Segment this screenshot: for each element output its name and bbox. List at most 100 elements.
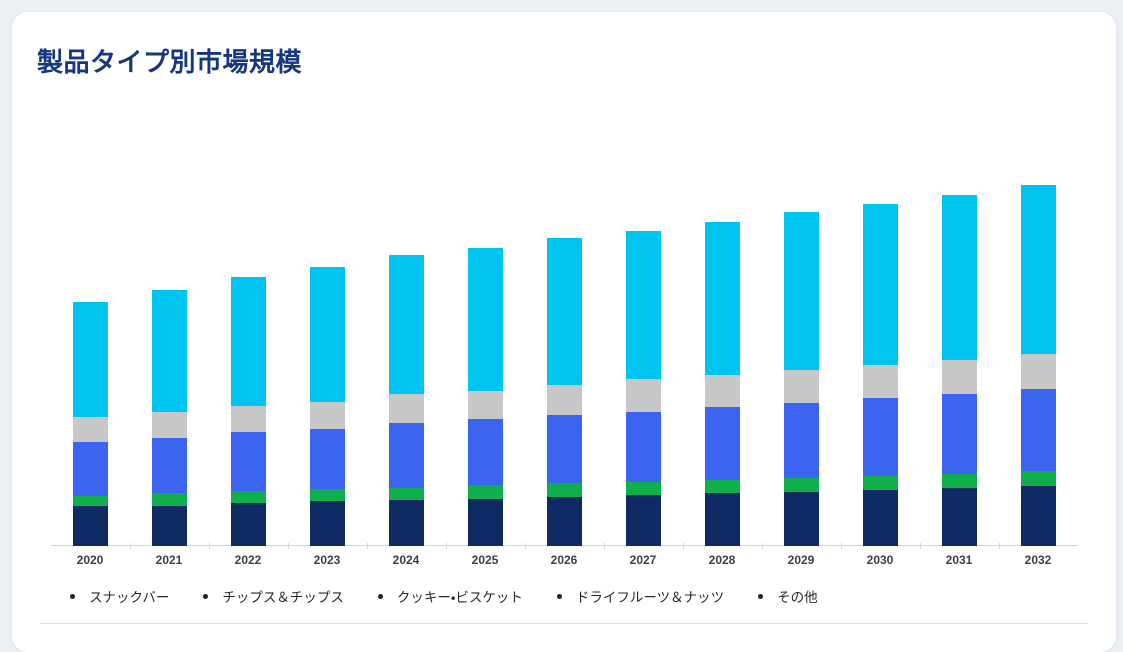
bar-segment[interactable] [546,415,582,483]
bar-segment[interactable] [941,488,977,546]
bar-segment[interactable] [704,493,740,546]
axis-tick [840,543,842,549]
bar-segment[interactable] [1020,389,1056,471]
x-axis-label: 2025 [471,553,499,567]
bar-segment[interactable] [467,391,503,419]
page-title: 製品タイプ別市場規模 [37,47,303,77]
axis-tick [761,543,763,549]
bar-2021[interactable] [151,290,187,546]
legend-item-label: スナックバー [89,590,170,605]
bar-segment[interactable] [941,195,977,360]
bar-segment[interactable] [151,438,187,493]
bar-segment[interactable] [467,485,503,499]
bar-segment[interactable] [783,492,819,546]
bar-2024[interactable] [388,255,424,546]
bar-2028[interactable] [704,222,740,546]
bar-segment[interactable] [467,499,503,546]
axis-tick [603,543,605,549]
bar-2026[interactable] [546,238,582,546]
bar-segment[interactable] [862,204,898,365]
bar-segment[interactable] [783,403,819,478]
bar-2027[interactable] [625,231,661,546]
bar-segment[interactable] [230,432,266,491]
bar-segment[interactable] [1020,354,1056,389]
bar-segment[interactable] [309,402,345,429]
legend-bullet-icon [377,593,383,599]
axis-tick [366,543,368,549]
x-axis-label: 2027 [629,553,657,567]
bar-2025[interactable] [467,248,503,546]
bar-segment[interactable] [151,290,187,412]
bar-segment[interactable] [546,483,582,497]
bar-segment[interactable] [546,238,582,385]
bar-segment[interactable] [783,370,819,403]
bar-segment[interactable] [309,267,345,402]
axis-tick [998,543,1000,549]
bar-segment[interactable] [151,506,187,546]
bar-2020[interactable] [72,302,108,546]
bar-2022[interactable] [230,277,266,546]
bar-2023[interactable] [309,267,345,546]
bar-segment[interactable] [941,394,977,474]
chart-card: 製品タイプ別市場規模 2020 2021 2022 2023 2024 2025 2026 2… [12,12,1116,652]
bar-segment[interactable] [151,412,187,438]
legend-item-label: チップス＆チップス [222,590,344,605]
legend-bullet-icon [758,593,764,599]
x-axis-label: 2030 [866,553,894,567]
bar-segment[interactable] [1020,486,1056,546]
legend-item[interactable]: クッキー・ビスケット [377,586,523,606]
bar-segment[interactable] [388,423,424,488]
bar-segment[interactable] [625,379,661,412]
bar-segment[interactable] [546,385,582,415]
bar-segment[interactable] [862,490,898,546]
bar-segment[interactable] [704,222,740,375]
bar-segment[interactable] [704,480,740,493]
bar-segment[interactable] [388,394,424,423]
bar-segment[interactable] [151,493,187,506]
bar-segment[interactable] [625,412,661,482]
bar-segment[interactable] [309,501,345,546]
legend-item[interactable]: ドライフルーツ＆ナッツ [556,586,724,606]
bar-segment[interactable] [230,491,266,503]
bar-segment[interactable] [230,503,266,546]
x-axis-label: 2026 [550,553,578,567]
bar-segment[interactable] [862,476,898,490]
bar-segment[interactable] [388,255,424,394]
x-axis-label: 2028 [708,553,736,567]
bar-segment[interactable] [230,406,266,432]
bar-segment[interactable] [309,429,345,489]
bar-segment[interactable] [625,482,661,495]
bar-segment[interactable] [625,495,661,546]
bar-segment[interactable] [862,365,898,398]
bar-segment[interactable] [309,489,345,501]
bar-2031[interactable] [941,195,977,546]
bar-segment[interactable] [467,248,503,391]
bar-segment[interactable] [72,496,108,506]
bar-segment[interactable] [1020,471,1056,486]
bar-segment[interactable] [467,419,503,485]
bar-2032[interactable] [1020,185,1056,546]
bar-2030[interactable] [862,204,898,546]
bar-segment[interactable] [941,360,977,394]
bar-segment[interactable] [72,417,108,442]
bar-segment[interactable] [72,302,108,417]
x-axis-label: 2022 [234,553,262,567]
bar-segment[interactable] [704,407,740,480]
bar-segment[interactable] [388,488,424,500]
bar-segment[interactable] [230,277,266,406]
bar-segment[interactable] [546,497,582,546]
bar-segment[interactable] [783,212,819,370]
legend-item[interactable]: チップス＆チップス [203,586,344,606]
bar-segment[interactable] [941,474,977,488]
bar-segment[interactable] [72,506,108,546]
bar-segment[interactable] [1020,185,1056,354]
bar-segment[interactable] [862,398,898,476]
bar-segment[interactable] [72,442,108,496]
bar-segment[interactable] [704,375,740,407]
bar-2029[interactable] [783,212,819,546]
bar-segment[interactable] [388,500,424,546]
bar-segment[interactable] [625,231,661,379]
legend-item[interactable]: その他 [758,586,818,606]
bar-segment[interactable] [783,478,819,492]
legend-item[interactable]: スナックバー [70,586,169,606]
